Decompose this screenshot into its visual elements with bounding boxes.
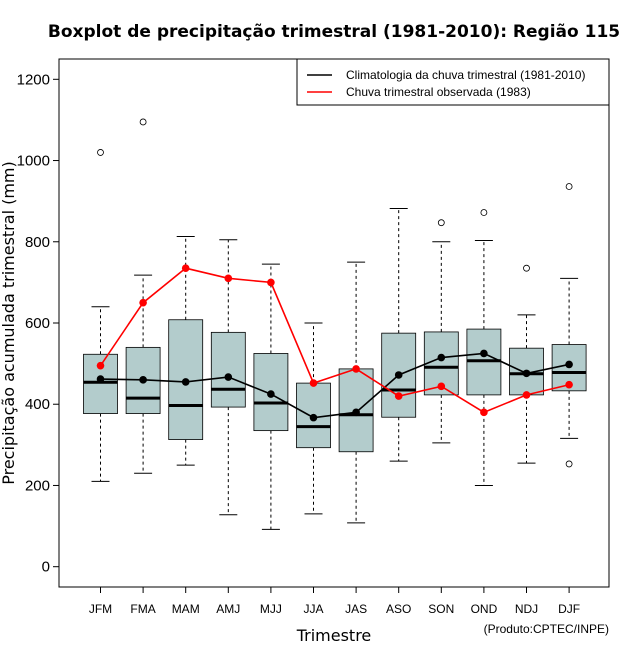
box-fma (125, 118, 161, 474)
series-point (181, 264, 190, 272)
legend-entry: Chuva trimestral observada (1983) (346, 85, 531, 99)
x-tick-label: MJJ (260, 602, 282, 616)
series-point (437, 353, 446, 362)
x-tick-label: ASO (386, 602, 411, 616)
x-tick-label: DJF (558, 602, 580, 616)
x-tick-label: FMA (130, 602, 155, 616)
x-tick-label: JJA (303, 602, 323, 616)
box-son (423, 219, 459, 444)
series-point (394, 392, 403, 400)
x-tick-label: NDJ (515, 602, 538, 616)
legend-entry: Climatologia da chuva trimestral (1981-2… (346, 68, 585, 82)
series-point (139, 298, 147, 307)
y-axis: 0 200 400 600 800 1000 1200 (17, 71, 59, 576)
box-djf (551, 183, 587, 468)
y-tick-label: 800 (25, 234, 50, 251)
series-point (224, 274, 233, 283)
y-tick-label: 1000 (17, 153, 50, 170)
series-point (352, 365, 360, 373)
y-axis-label: Precipitação acumulada trimestral (mm) (0, 161, 18, 485)
y-tick-label: 0 (42, 559, 50, 576)
y-tick-label: 400 (25, 396, 50, 413)
box-ond (466, 209, 502, 486)
box-jfm (83, 149, 118, 482)
series-point (309, 413, 318, 422)
y-tick-label: 600 (25, 315, 50, 332)
observed-series (96, 264, 573, 417)
outlier-point (480, 209, 488, 216)
outlier-point (437, 219, 445, 227)
series-point (437, 382, 446, 391)
chart-title: Boxplot de precipitação trimestral (1981… (48, 22, 620, 42)
legend-box (296, 58, 610, 106)
x-tick-label: AMJ (216, 602, 240, 616)
series-point (309, 379, 318, 387)
legend: Climatologia da chuva trimestral (1981-2… (296, 58, 610, 106)
series-point (522, 369, 531, 378)
x-axis: JFM FMA MAM AMJ MJJ JJA JAS ASO SON OND NDJ DJF (89, 587, 580, 616)
series-point (522, 391, 531, 399)
x-tick-label: JAS (345, 602, 367, 616)
outlier-point (139, 118, 147, 126)
credit-text: (Produto:CPTEC/INPE) (484, 622, 609, 636)
outlier-point (565, 460, 573, 468)
box-ndj (509, 264, 544, 464)
series-point (267, 278, 275, 287)
series-point (267, 390, 275, 398)
series-point (96, 375, 105, 383)
series-layer (96, 264, 573, 422)
series-point (394, 371, 403, 379)
x-tick-label: SON (428, 602, 454, 616)
series-line (99, 267, 570, 414)
x-axis-label: Trimestre (296, 626, 372, 645)
box-aso (381, 207, 417, 462)
box-iqr (210, 331, 246, 408)
series-point (480, 349, 488, 358)
x-tick-label: OND (471, 602, 498, 616)
box-amj (210, 239, 246, 516)
y-tick-label: 1200 (17, 71, 50, 88)
series-point (352, 408, 360, 417)
series-point (480, 408, 488, 417)
series-point (565, 360, 573, 369)
boxes-layer (83, 118, 587, 530)
climatology-series (96, 349, 573, 422)
outlier-point (565, 183, 573, 190)
box-jas (338, 261, 374, 524)
series-point (181, 378, 190, 386)
outlier-point (97, 149, 104, 156)
x-tick-label: JFM (89, 602, 112, 616)
series-line (100, 352, 570, 419)
series-point (96, 361, 105, 370)
series-point (224, 373, 233, 381)
series-point (565, 380, 573, 389)
y-tick-label: 200 (25, 477, 50, 494)
outlier-point (523, 264, 530, 272)
series-point (139, 376, 147, 384)
x-tick-label: MAM (172, 602, 200, 616)
